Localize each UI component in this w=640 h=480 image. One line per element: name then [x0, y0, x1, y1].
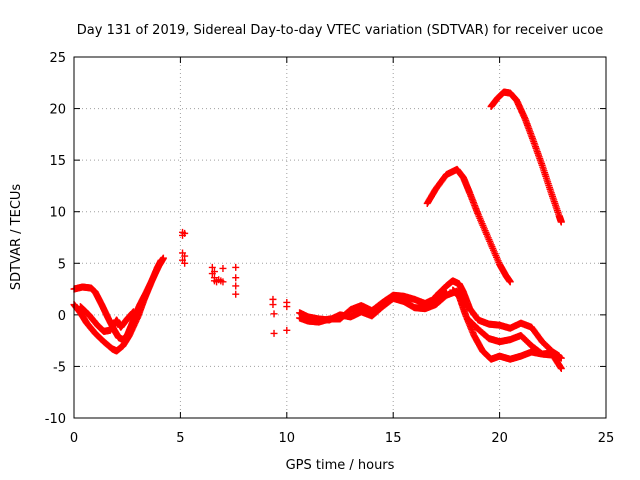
series-arc-high-2 [487, 88, 565, 226]
data-point [269, 301, 277, 309]
plot-frame [73, 56, 607, 419]
y-tick-label: 10 [49, 206, 66, 221]
y-tick-label: 0 [58, 309, 66, 324]
data-point [232, 290, 240, 298]
axis-ticks: 0 5 10 15 20 25 -10 -5 0 5 10 15 20 25 [45, 51, 615, 446]
y-tick-label: 20 [49, 103, 66, 118]
data-point [270, 329, 278, 337]
y-tick-label: -5 [53, 360, 66, 375]
series-band-middle-b [296, 289, 450, 326]
data-point [232, 263, 240, 271]
x-tick-label: 15 [385, 431, 402, 446]
y-axis-label: SDTVAR / TECUs [9, 184, 24, 291]
data-point [557, 364, 565, 372]
data-point [181, 252, 189, 260]
data-point [181, 229, 189, 237]
data-point [181, 259, 189, 267]
series-tail-mid [464, 315, 565, 362]
series-pts-10h [283, 298, 291, 334]
x-tick-label: 10 [279, 431, 296, 446]
y-tick-label: 15 [49, 154, 66, 169]
data-point [210, 268, 218, 276]
series-pts-9.4h [269, 295, 278, 337]
series-pts-6.5h [208, 263, 227, 286]
x-axis-label: GPS time / hours [286, 458, 395, 473]
data-point [159, 254, 167, 262]
x-tick-label: 25 [598, 431, 615, 446]
series-arc-early-c [76, 303, 138, 335]
data-point [219, 278, 227, 286]
grid [74, 57, 606, 418]
data-point [283, 326, 291, 334]
data-point [232, 282, 240, 290]
series-pts-5h [179, 228, 189, 267]
y-tick-label: 25 [49, 51, 66, 66]
x-tick-label: 5 [176, 431, 184, 446]
x-tick-label: 20 [491, 431, 508, 446]
series-arc-early-b [70, 254, 167, 344]
data-point [208, 263, 216, 271]
data-points [70, 88, 565, 372]
data-point [557, 354, 565, 362]
data-point [442, 289, 450, 297]
data-point [283, 303, 291, 311]
data-point [270, 310, 278, 318]
y-tick-label: -10 [45, 412, 66, 427]
series-pts-7.6h [232, 263, 240, 298]
data-point [130, 308, 138, 316]
data-point [506, 278, 514, 286]
series-arc-high-1 [423, 165, 514, 286]
data-point [232, 274, 240, 282]
data-point [219, 264, 227, 272]
data-point [557, 218, 565, 226]
chart-title: Day 131 of 2019, Sidereal Day-to-day VTE… [77, 23, 603, 38]
y-tick-label: 5 [58, 257, 66, 272]
x-tick-label: 0 [70, 431, 78, 446]
